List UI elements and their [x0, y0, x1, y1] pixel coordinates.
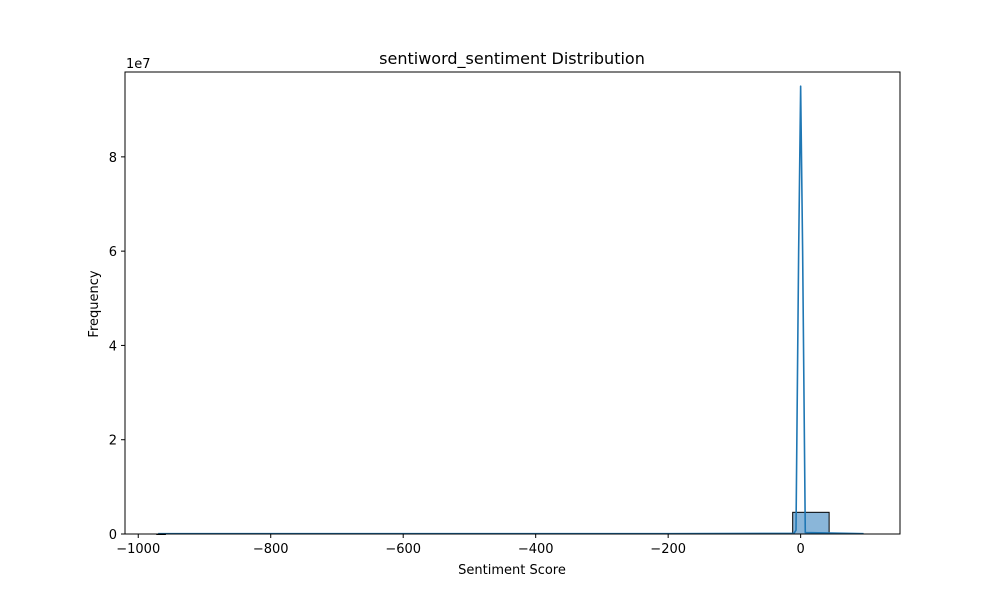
x-tick-label-1: −800 [253, 542, 289, 557]
x-tick-label-5: 0 [797, 542, 805, 557]
y-offset-text: 1e7 [126, 57, 151, 72]
x-tick-label-3: −400 [518, 542, 554, 557]
y-tick-label-1: 2 [109, 434, 117, 449]
histogram-bar-1 [792, 511, 830, 535]
axes: −1000 −800 −600 −400 −200 0 0 2 4 6 8 [109, 71, 901, 557]
y-axis-label: Frequency [87, 270, 102, 337]
y-tick-label-4: 8 [109, 151, 117, 166]
y-tick-label-2: 4 [109, 339, 117, 354]
x-tick-label-4: −200 [650, 542, 686, 557]
x-tick-label-0: −1000 [116, 542, 160, 557]
chart-title: sentiword_sentiment Distribution [379, 49, 645, 69]
y-tick-label-0: 0 [109, 528, 117, 543]
x-axis-label: Sentiment Score [458, 563, 566, 578]
x-tick-label-2: −600 [385, 542, 421, 557]
y-tick-label-3: 6 [109, 245, 117, 260]
axes-frame [124, 71, 901, 535]
